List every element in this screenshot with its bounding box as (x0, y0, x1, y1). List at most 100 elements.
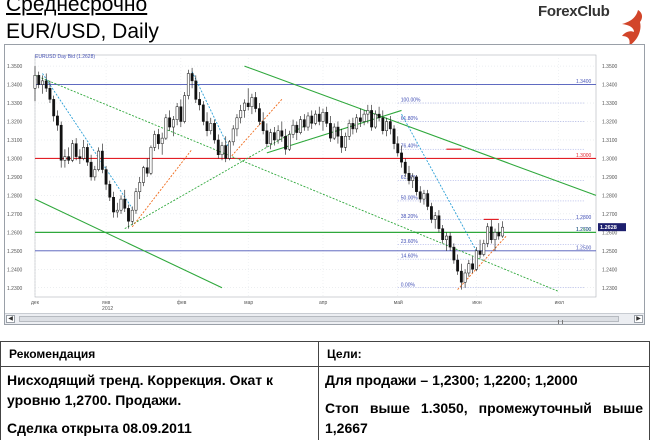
candle-body (332, 126, 336, 139)
candle-body (441, 228, 445, 240)
candle-body (433, 215, 437, 220)
table-header-row: Рекомендация Цели: (0, 341, 650, 367)
plot-area (34, 54, 597, 298)
y-tick-label-left: 1.2500 (7, 249, 23, 255)
candle-body (486, 226, 489, 244)
candle-body (471, 263, 474, 270)
y-tick-label-right: 1.2900 (602, 175, 618, 181)
candle-body (430, 206, 433, 220)
fib-level-label: 61.80% (401, 116, 419, 122)
y-tick-label-left: 1.3200 (7, 120, 23, 126)
trendline (191, 71, 230, 150)
fib-level-label: 0.00% (401, 282, 416, 288)
horizontal-level-label: 1.2600 (576, 227, 592, 233)
scroll-right-button[interactable]: ▶ (634, 315, 643, 323)
candle-body (63, 156, 67, 161)
candle-body (160, 137, 164, 144)
candle-body (201, 104, 205, 122)
candle-body (228, 141, 231, 159)
candle-body (56, 115, 59, 126)
candle-body (220, 145, 224, 156)
candle-body (463, 272, 467, 283)
candle-body (168, 117, 172, 128)
fibonacci-levels: 100.00%61.80%76.40%61.80%50.00%38.20%23.… (397, 98, 592, 288)
candle-body (276, 130, 280, 141)
candle-body (33, 75, 37, 89)
axes: 1.3500 1.3500 1.3400 1.3400 1.3300 1.3300 1.32… (7, 64, 626, 312)
candles (33, 66, 504, 290)
table-row: Нисходящий тренд. Коррекция. Окат к уров… (0, 366, 650, 440)
candle-body (48, 88, 52, 100)
fib-level-label: 14.60% (401, 254, 419, 260)
x-tick-label: мар (244, 300, 253, 306)
scroll-thumb[interactable] (19, 316, 619, 324)
x-tick-label: май (394, 299, 403, 306)
candle-body (329, 123, 332, 139)
candle-body (183, 95, 187, 122)
trendline (229, 99, 283, 159)
candle-body (239, 110, 243, 119)
candle-body (216, 139, 220, 156)
y-tick-label-left: 1.2400 (7, 267, 23, 273)
trendline (34, 198, 223, 289)
chart-canvas[interactable]: 1.3400 1.3000 1.2600 1.2500 100.00% 61.80% 76… (5, 45, 644, 313)
targets-text: Для продажи – 1,2300; 1,2200; 1,2000 (325, 372, 578, 388)
candle-body (153, 134, 157, 148)
y-tick-label-right: 1.2700 (602, 212, 618, 218)
candle-body (366, 110, 370, 115)
trendline (244, 65, 597, 196)
recommendation-cell: Нисходящий тренд. Коррекция. Окат к уров… (0, 366, 319, 440)
y-tick-label-left: 1.2800 (7, 193, 23, 199)
candle-body (422, 193, 426, 200)
candle-body (403, 161, 407, 174)
trendlines (34, 65, 597, 292)
candle-body (171, 119, 175, 128)
candle-body (70, 143, 74, 161)
x-tick-label: апр (319, 300, 327, 306)
y-tick-label-left: 1.3100 (7, 138, 23, 144)
price-chart[interactable]: 1.3400 1.3000 1.2600 1.2500 100.00% 61.80% 76… (4, 44, 645, 325)
candle-body (284, 136, 287, 150)
y-tick-label-right: 1.2800 (602, 193, 618, 199)
y-tick-label-left: 1.3500 (7, 64, 23, 70)
trendline (131, 148, 193, 228)
candle-body (89, 161, 93, 178)
y-tick-label-left: 1.3000 (7, 156, 23, 162)
candle-body (164, 117, 168, 139)
candle-body (310, 115, 314, 124)
candle-body (235, 117, 239, 130)
y-tick-label-left: 1.3300 (7, 101, 23, 107)
chart-grid (34, 54, 597, 298)
x-tick-label: 2012 (102, 306, 113, 312)
candle-body (287, 134, 291, 150)
chart-horizontal-scrollbar[interactable]: ◀ ▶ (5, 313, 644, 324)
candle-body (85, 147, 89, 163)
candle-body (426, 193, 430, 207)
candle-body (280, 130, 284, 137)
candle-body (44, 80, 48, 89)
y-tick-label-right: 1.3100 (602, 138, 618, 144)
candle-body (448, 235, 452, 248)
candle-body (194, 80, 198, 100)
candle-body (231, 128, 235, 143)
candle-body (396, 143, 400, 154)
candle-body (213, 123, 216, 141)
candle-body (317, 113, 321, 122)
y-tick-label-right: 1.3000 (602, 156, 618, 162)
candle-body (112, 196, 115, 213)
candle-body (265, 130, 269, 144)
scroll-grip-icon (558, 320, 563, 324)
candle-body (377, 113, 381, 119)
candle-body (134, 191, 138, 211)
candle-body (392, 128, 396, 144)
recommendation-header: Рекомендация (0, 341, 319, 367)
candle-body (93, 169, 97, 178)
candle-body (415, 176, 418, 192)
candle-body (493, 232, 497, 240)
current-price-label: 1.2628 (600, 225, 617, 231)
scroll-left-button[interactable]: ◀ (6, 315, 15, 323)
fib-level-label: 38.20% (401, 214, 419, 220)
candle-body (351, 123, 355, 130)
candle-body (145, 167, 149, 174)
fib-level-label: 76.40% (401, 144, 419, 150)
